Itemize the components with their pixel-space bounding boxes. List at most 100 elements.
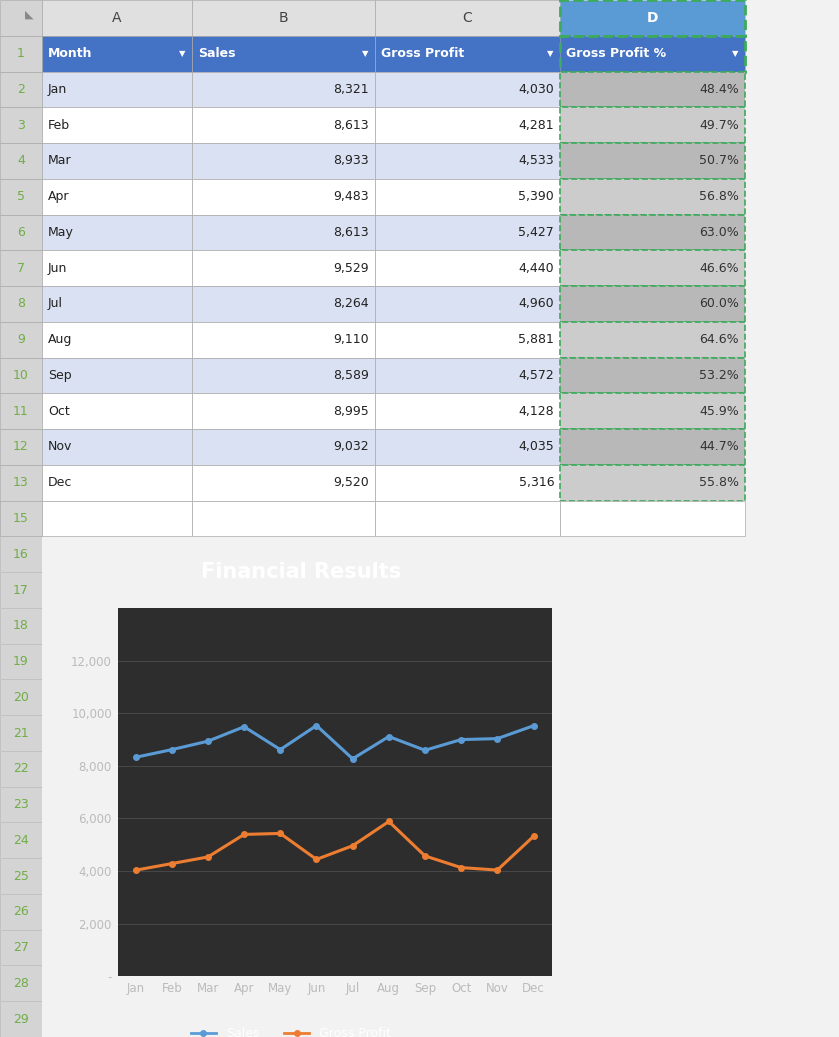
- Text: 5,427: 5,427: [519, 226, 554, 239]
- Bar: [560, 393, 745, 429]
- Bar: [560, 72, 745, 107]
- Text: 9,520: 9,520: [333, 476, 369, 489]
- Bar: [192, 107, 375, 143]
- Text: 8,321: 8,321: [333, 83, 369, 95]
- Bar: [0, 35, 42, 72]
- Text: 21: 21: [13, 727, 29, 739]
- Text: 22: 22: [13, 762, 29, 776]
- Text: Apr: Apr: [48, 190, 70, 203]
- Text: 4,440: 4,440: [519, 261, 554, 275]
- Text: 8,613: 8,613: [333, 118, 369, 132]
- Text: Jul: Jul: [48, 298, 63, 310]
- Bar: [375, 72, 560, 107]
- Text: ▼: ▼: [732, 49, 738, 58]
- Bar: [192, 250, 375, 286]
- Text: 25: 25: [13, 870, 29, 882]
- Text: 9: 9: [17, 333, 25, 346]
- Bar: [560, 215, 745, 250]
- Bar: [375, 501, 560, 536]
- Text: 8,933: 8,933: [333, 155, 369, 167]
- Bar: [560, 286, 745, 321]
- Text: 5,390: 5,390: [519, 190, 554, 203]
- Text: 19: 19: [13, 655, 29, 668]
- Text: 4,035: 4,035: [519, 441, 554, 453]
- Bar: [0, 107, 42, 143]
- Bar: [42, 0, 192, 35]
- Bar: [0, 321, 42, 358]
- Text: Gross Profit: Gross Profit: [381, 47, 464, 60]
- Bar: [0, 215, 42, 250]
- Text: 9,110: 9,110: [333, 333, 369, 346]
- Bar: [192, 501, 375, 536]
- Text: 46.6%: 46.6%: [700, 261, 739, 275]
- Bar: [0, 393, 42, 429]
- Bar: [375, 429, 560, 465]
- Text: 8,613: 8,613: [333, 226, 369, 239]
- Bar: [0, 501, 42, 536]
- Bar: [42, 35, 192, 72]
- Bar: [375, 393, 560, 429]
- Bar: [0, 0, 42, 35]
- Bar: [375, 215, 560, 250]
- Bar: [0, 72, 42, 107]
- Bar: [42, 250, 192, 286]
- Text: 4,281: 4,281: [519, 118, 554, 132]
- Bar: [375, 178, 560, 215]
- Bar: [0, 286, 42, 321]
- Bar: [192, 286, 375, 321]
- Text: 18: 18: [13, 619, 29, 633]
- Bar: [42, 501, 192, 536]
- Bar: [42, 107, 192, 143]
- Bar: [375, 250, 560, 286]
- Bar: [560, 321, 745, 358]
- Text: Financial Results: Financial Results: [201, 562, 401, 582]
- Text: 49.7%: 49.7%: [700, 118, 739, 132]
- Text: Nov: Nov: [48, 441, 72, 453]
- Bar: [192, 215, 375, 250]
- Text: 4,572: 4,572: [519, 369, 554, 382]
- Text: Jun: Jun: [48, 261, 67, 275]
- Bar: [560, 0, 745, 35]
- Text: 28: 28: [13, 977, 29, 990]
- Text: ◣: ◣: [25, 9, 34, 20]
- Bar: [560, 429, 745, 465]
- Bar: [375, 107, 560, 143]
- Bar: [192, 358, 375, 393]
- Bar: [0, 465, 42, 501]
- Bar: [0, 358, 42, 393]
- Bar: [560, 250, 745, 286]
- Text: 55.8%: 55.8%: [699, 476, 739, 489]
- Bar: [42, 72, 192, 107]
- Text: 5: 5: [17, 190, 25, 203]
- Bar: [375, 0, 560, 35]
- Bar: [192, 143, 375, 178]
- Bar: [192, 465, 375, 501]
- Text: 60.0%: 60.0%: [699, 298, 739, 310]
- Bar: [0, 250, 42, 286]
- Bar: [0, 143, 42, 178]
- Bar: [42, 143, 192, 178]
- Text: 17: 17: [13, 584, 29, 596]
- Text: 5,881: 5,881: [519, 333, 554, 346]
- Bar: [192, 72, 375, 107]
- Text: Jan: Jan: [48, 83, 67, 95]
- Text: ▼: ▼: [179, 49, 185, 58]
- Bar: [375, 358, 560, 393]
- Text: 29: 29: [13, 1012, 29, 1026]
- Text: Sales: Sales: [198, 47, 236, 60]
- Text: 4,030: 4,030: [519, 83, 554, 95]
- Text: 12: 12: [13, 441, 29, 453]
- Text: 4: 4: [17, 155, 25, 167]
- Text: 15: 15: [13, 512, 29, 525]
- Bar: [560, 35, 745, 72]
- Text: 10: 10: [13, 369, 29, 382]
- Bar: [42, 321, 192, 358]
- Bar: [375, 143, 560, 178]
- Bar: [560, 358, 745, 393]
- Legend: Sales, Gross Profit: Sales, Gross Profit: [186, 1022, 396, 1037]
- Text: D: D: [647, 10, 659, 25]
- Bar: [192, 35, 375, 72]
- Text: A: A: [112, 10, 122, 25]
- Bar: [0, 429, 42, 465]
- Bar: [560, 178, 745, 215]
